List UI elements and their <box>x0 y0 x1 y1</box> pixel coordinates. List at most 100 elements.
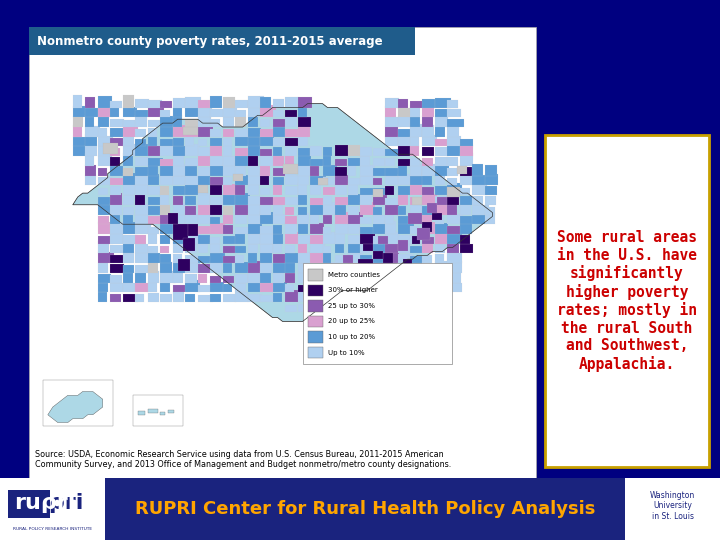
Bar <box>110 245 125 253</box>
Bar <box>297 213 310 224</box>
Bar <box>335 185 347 195</box>
Bar <box>335 197 349 205</box>
Text: Metro counties: Metro counties <box>328 272 379 278</box>
Bar <box>148 206 161 214</box>
Bar <box>310 235 325 244</box>
Bar <box>447 157 458 166</box>
Bar <box>122 173 138 185</box>
Bar <box>447 136 461 146</box>
Bar <box>185 262 200 273</box>
Bar <box>360 227 374 234</box>
Bar <box>248 213 262 224</box>
Bar <box>385 221 395 234</box>
Bar <box>372 178 382 185</box>
Bar <box>402 259 413 267</box>
Bar <box>460 139 473 146</box>
Bar <box>447 197 459 205</box>
Bar <box>372 295 383 302</box>
Bar <box>410 275 423 282</box>
Bar <box>387 271 397 279</box>
Bar <box>297 153 311 166</box>
Bar <box>360 231 374 244</box>
Bar <box>29 27 415 55</box>
Bar <box>460 145 474 156</box>
Bar <box>135 144 148 156</box>
Bar <box>435 274 447 282</box>
Bar <box>148 232 157 244</box>
Bar <box>410 158 420 166</box>
Bar <box>135 139 146 146</box>
Bar <box>222 164 237 176</box>
Bar <box>335 299 346 312</box>
Bar <box>183 127 198 135</box>
Bar <box>222 129 234 137</box>
Bar <box>98 188 108 195</box>
Bar <box>235 148 248 156</box>
Bar <box>397 224 413 234</box>
Bar <box>297 106 307 117</box>
Bar <box>423 109 433 117</box>
Bar <box>423 173 431 185</box>
Bar <box>310 266 323 273</box>
Bar <box>285 273 295 282</box>
Bar <box>460 216 474 224</box>
Bar <box>222 237 236 244</box>
Bar <box>235 274 248 282</box>
Bar <box>360 260 373 273</box>
Bar <box>135 176 151 185</box>
Bar <box>435 186 451 195</box>
Bar <box>285 261 294 273</box>
Bar <box>423 98 436 107</box>
Bar <box>423 158 433 166</box>
Bar <box>310 295 326 302</box>
Bar <box>485 186 497 195</box>
Bar <box>222 117 234 127</box>
Bar <box>318 178 328 185</box>
Bar <box>285 207 294 214</box>
Bar <box>148 227 159 234</box>
Bar <box>310 166 319 176</box>
Bar <box>135 184 148 195</box>
Text: Nonmetro county poverty rates, 2011-2015 average: Nonmetro county poverty rates, 2011-2015… <box>37 35 382 48</box>
Bar <box>410 136 419 146</box>
Bar <box>260 119 270 127</box>
Bar <box>348 178 363 185</box>
Bar <box>363 244 372 252</box>
Text: Source: USDA, Economic Research Service using data from U.S. Census Bureau, 2011: Source: USDA, Economic Research Service … <box>35 450 451 469</box>
Bar <box>98 202 111 214</box>
Bar <box>110 274 122 282</box>
Bar <box>410 204 422 214</box>
Bar <box>410 213 422 224</box>
Bar <box>335 270 351 282</box>
Bar <box>307 331 323 343</box>
Bar <box>122 144 135 156</box>
Bar <box>323 246 331 253</box>
Bar <box>460 153 473 166</box>
Bar <box>122 294 138 302</box>
Bar <box>173 262 186 273</box>
Bar <box>447 187 460 197</box>
Bar <box>8 490 50 518</box>
Bar <box>397 244 410 253</box>
Bar <box>248 137 261 146</box>
Bar <box>348 285 361 292</box>
Bar <box>397 144 410 156</box>
Bar <box>360 165 374 176</box>
Bar <box>110 202 122 214</box>
Bar <box>185 255 198 263</box>
Bar <box>160 235 170 244</box>
Bar <box>360 274 370 282</box>
Bar <box>198 295 213 302</box>
Bar <box>248 115 258 127</box>
Bar <box>260 244 272 253</box>
Bar <box>385 293 399 302</box>
Bar <box>173 164 189 176</box>
Bar <box>435 244 445 253</box>
Bar <box>435 110 450 117</box>
Bar <box>135 194 145 205</box>
Bar <box>397 136 412 146</box>
Bar <box>260 149 271 156</box>
Bar <box>410 260 422 273</box>
Bar <box>185 280 200 292</box>
Bar <box>160 272 176 282</box>
